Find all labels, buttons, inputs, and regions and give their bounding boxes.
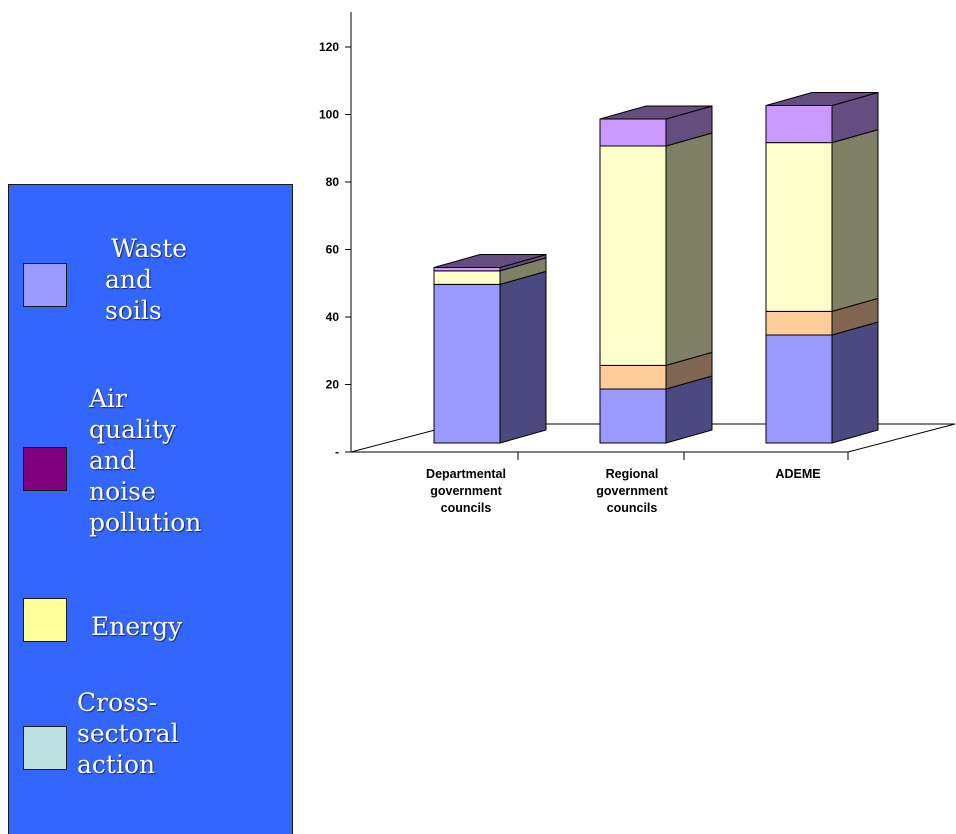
- legend-label-line: quality: [89, 415, 177, 444]
- x-category-label: Regional: [606, 467, 659, 481]
- legend-label-energy: Energy: [91, 611, 182, 642]
- legend-label-line: sectoral: [77, 719, 179, 748]
- bar-segment-side: [665, 132, 713, 367]
- y-tick-label: 20: [326, 378, 340, 392]
- y-tick-label: 120: [319, 40, 339, 54]
- bar-segment-side: [831, 321, 879, 444]
- legend-label-line: Energy: [91, 612, 183, 641]
- legend-label-line: pollution: [89, 508, 202, 537]
- legend-label-line: Air: [89, 384, 128, 413]
- x-category-label: ADEME: [775, 467, 820, 481]
- y-tick-label: 100: [319, 108, 339, 122]
- legend-swatch-waste: [23, 263, 67, 307]
- x-category-label: government: [430, 484, 502, 498]
- y-tick-label: 40: [326, 310, 340, 324]
- bar-top-face: [599, 105, 713, 120]
- x-category-label: councils: [441, 501, 492, 515]
- legend-label-waste: Waste and soils: [105, 233, 187, 326]
- legend-label-line: soils: [105, 296, 162, 325]
- bar-top-face: [765, 92, 879, 106]
- chart-floor: [350, 423, 956, 453]
- bar-segment: [599, 388, 667, 444]
- bar-segment: [599, 145, 667, 366]
- legend-swatch-energy: [23, 598, 67, 642]
- legend-swatch-air: [23, 447, 67, 491]
- legend-label-line: Waste: [111, 234, 188, 263]
- y-tick-label: 60: [326, 243, 340, 257]
- y-tick-label: -: [335, 445, 339, 459]
- bar-segment: [765, 310, 833, 336]
- legend-label-air: Air quality and noise pollution: [89, 383, 201, 538]
- x-category-label: councils: [607, 501, 658, 515]
- bar-segment: [599, 118, 667, 147]
- bar-top-face: [433, 254, 547, 268]
- legend-label-line: noise: [89, 477, 156, 506]
- legend-label-line: and: [105, 265, 153, 294]
- bar-segment: [765, 105, 833, 144]
- legend-swatch-cross: [23, 726, 67, 770]
- bar-segment: [433, 283, 501, 444]
- legend-label-line: Cross-: [77, 688, 158, 717]
- bar-segment: [433, 267, 501, 272]
- bar-segment-side: [831, 128, 879, 313]
- bar-segment: [599, 364, 667, 390]
- bar-segment: [433, 270, 501, 285]
- legend-label-line: action: [77, 750, 156, 779]
- bar-segment: [765, 142, 833, 312]
- x-category-label: Departmental: [426, 467, 506, 481]
- bar-segment-side: [499, 270, 547, 444]
- x-category-label: government: [596, 484, 668, 498]
- y-tick-label: 80: [326, 175, 340, 189]
- bar-segment: [765, 334, 833, 444]
- chart-legend: Waste and soils Air quality and noise po…: [8, 184, 293, 834]
- legend-label-line: and: [89, 446, 137, 475]
- legend-label-cross: Cross- sectoral action: [77, 687, 179, 780]
